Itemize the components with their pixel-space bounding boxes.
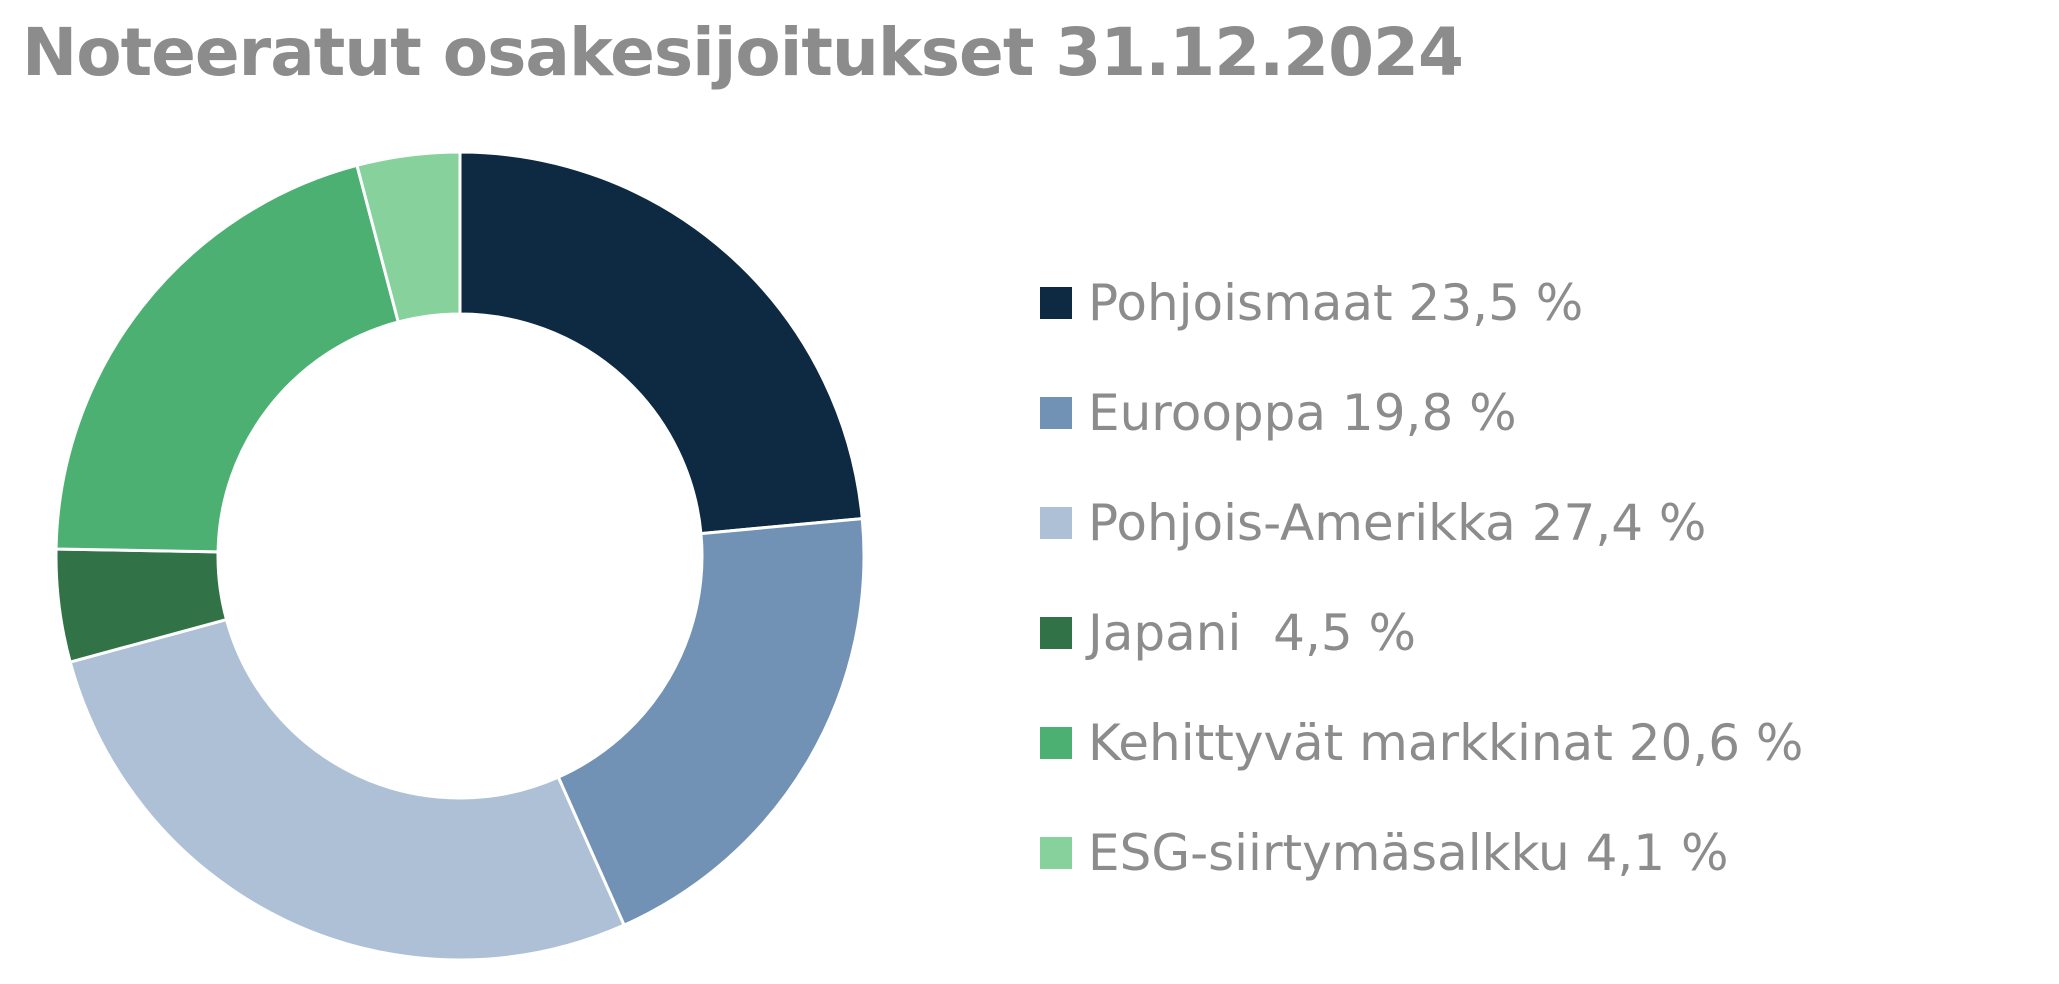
legend-swatch (1040, 287, 1072, 319)
donut-slice-1 (556, 516, 866, 928)
legend-item-3: Japani 4,5 % (1040, 578, 1803, 688)
legend-label: Eurooppa 19,8 % (1088, 384, 1517, 442)
legend-label: Kehittyvät markkinat 20,6 % (1088, 714, 1804, 772)
legend-swatch (1040, 507, 1072, 539)
chart-title: Noteeratut osakesijoitukset 31.12.2024 (22, 14, 1464, 91)
legend-swatch (1040, 617, 1072, 649)
legend-item-1: Eurooppa 19,8 % (1040, 358, 1803, 468)
donut-slice-0 (458, 150, 864, 536)
legend-swatch (1040, 397, 1072, 429)
legend-item-4: Kehittyvät markkinat 20,6 % (1040, 688, 1803, 798)
chart-legend: Pohjoismaat 23,5 % Eurooppa 19,8 % Pohjois… (1040, 248, 1803, 908)
legend-label: ESG-siirtymäsalkku 4,1 % (1088, 824, 1729, 882)
legend-swatch (1040, 837, 1072, 869)
legend-label: Pohjoismaat 23,5 % (1088, 274, 1584, 332)
donut-slice-5 (355, 150, 462, 324)
legend-label: Japani 4,5 % (1088, 604, 1417, 662)
donut-slice-4 (54, 163, 401, 554)
legend-item-0: Pohjoismaat 23,5 % (1040, 248, 1803, 358)
donut-slice-2 (68, 617, 627, 962)
legend-label: Pohjois-Amerikka 27,4 % (1088, 494, 1707, 552)
donut-slices (54, 150, 866, 962)
legend-swatch (1040, 727, 1072, 759)
legend-item-2: Pohjois-Amerikka 27,4 % (1040, 468, 1803, 578)
legend-item-5: ESG-siirtymäsalkku 4,1 % (1040, 798, 1803, 908)
